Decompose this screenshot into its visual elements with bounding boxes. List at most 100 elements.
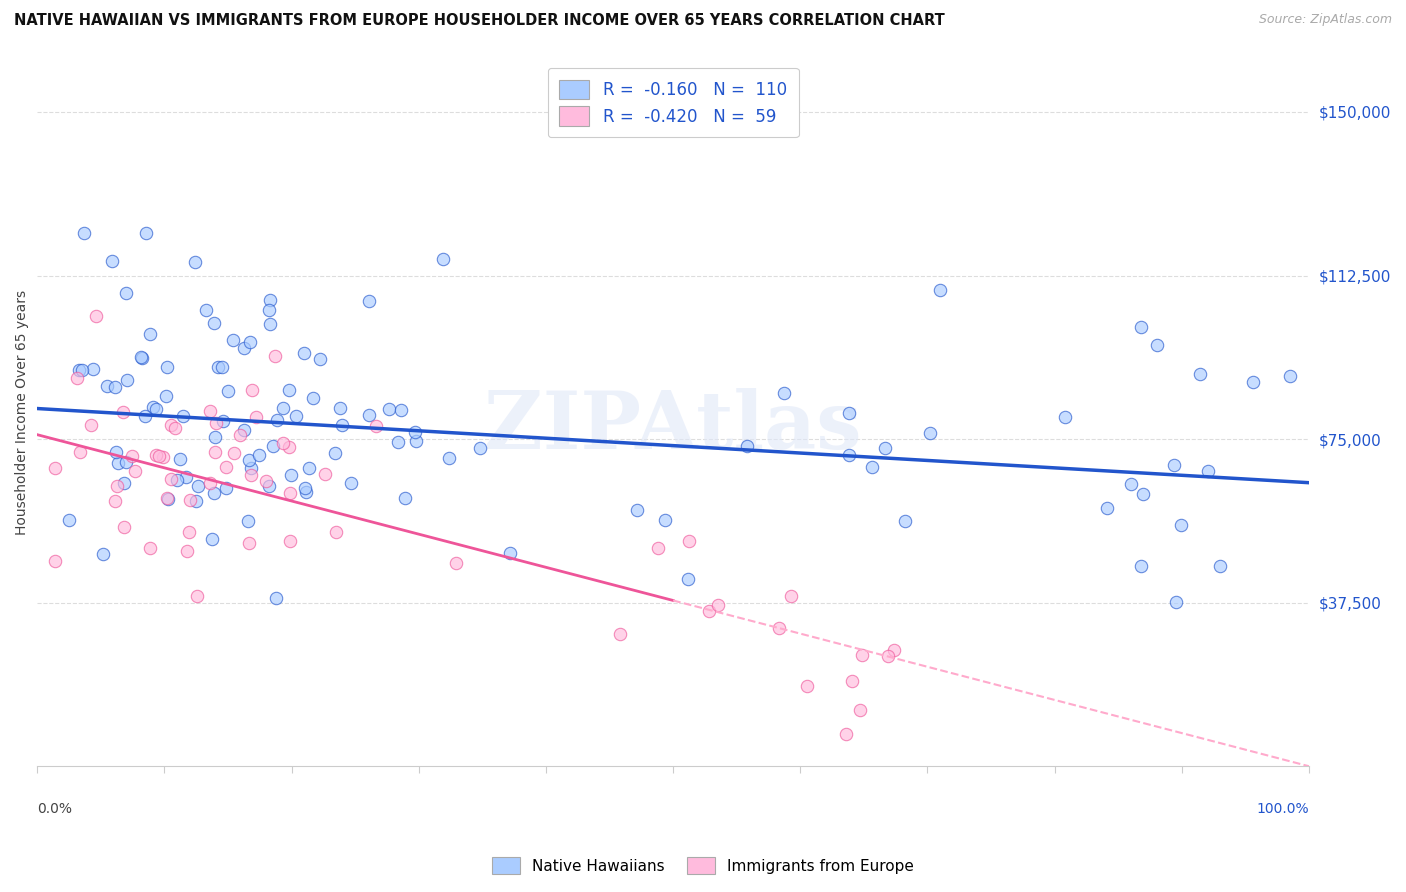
Point	[875, 442, 897, 456]
Point	[309, 352, 332, 367]
Point	[499, 546, 522, 560]
Point	[323, 445, 346, 459]
Point	[187, 479, 209, 493]
Point	[240, 383, 263, 397]
Point	[796, 679, 818, 693]
Point	[860, 459, 883, 474]
Point	[1241, 375, 1264, 389]
Point	[278, 383, 301, 397]
Point	[849, 703, 872, 717]
Point	[883, 642, 905, 657]
Point	[835, 727, 858, 741]
Point	[1146, 338, 1168, 352]
Y-axis label: Householder Income Over 65 years: Householder Income Over 65 years	[15, 291, 30, 535]
Legend: Native Hawaiians, Immigrants from Europe: Native Hawaiians, Immigrants from Europe	[486, 851, 920, 880]
Point	[112, 404, 135, 418]
Point	[91, 547, 114, 561]
Point	[294, 481, 316, 495]
Point	[121, 449, 143, 463]
Point	[124, 464, 146, 478]
Point	[204, 429, 226, 443]
Point	[157, 492, 180, 507]
Legend: R =  -0.160   N =  110, R =  -0.420   N =  59: R = -0.160 N = 110, R = -0.420 N = 59	[548, 68, 799, 137]
Point	[1119, 477, 1142, 491]
Point	[259, 293, 281, 307]
Point	[107, 456, 129, 470]
Text: NATIVE HAWAIIAN VS IMMIGRANTS FROM EUROPE HOUSEHOLDER INCOME OVER 65 YEARS CORRE: NATIVE HAWAIIAN VS IMMIGRANTS FROM EUROP…	[14, 13, 945, 29]
Text: 100.0%: 100.0%	[1257, 802, 1309, 815]
Point	[280, 533, 302, 548]
Point	[654, 513, 676, 527]
Point	[172, 409, 194, 423]
Point	[1053, 409, 1076, 424]
Point	[647, 541, 669, 555]
Point	[1279, 368, 1302, 383]
Point	[145, 448, 167, 462]
Point	[468, 441, 491, 455]
Point	[707, 598, 730, 612]
Point	[44, 554, 66, 568]
Point	[156, 491, 179, 505]
Point	[105, 478, 128, 492]
Point	[66, 371, 89, 385]
Point	[264, 349, 287, 363]
Point	[329, 401, 352, 415]
Point	[841, 673, 863, 688]
Point	[139, 541, 162, 556]
Point	[105, 445, 128, 459]
Point	[155, 389, 177, 403]
Point	[285, 409, 308, 423]
Point	[271, 401, 294, 415]
Point	[222, 334, 245, 348]
Point	[169, 451, 191, 466]
Point	[357, 409, 380, 423]
Point	[215, 460, 238, 475]
Point	[1129, 559, 1152, 574]
Point	[198, 403, 221, 417]
Point	[80, 417, 103, 432]
Point	[1197, 464, 1219, 478]
Point	[224, 446, 246, 460]
Point	[240, 468, 263, 483]
Point	[377, 401, 399, 416]
Point	[772, 386, 794, 401]
Point	[332, 417, 354, 432]
Point	[1188, 367, 1211, 381]
Point	[100, 254, 122, 268]
Point	[609, 627, 631, 641]
Point	[142, 401, 165, 415]
Point	[217, 384, 239, 399]
Point	[186, 589, 208, 603]
Point	[73, 226, 96, 240]
Point	[254, 474, 277, 488]
Point	[240, 460, 263, 475]
Point	[233, 423, 256, 437]
Point	[69, 445, 91, 459]
Point	[201, 532, 224, 546]
Point	[259, 318, 281, 332]
Point	[112, 476, 135, 491]
Point	[626, 503, 648, 517]
Point	[257, 479, 280, 493]
Point	[211, 360, 233, 375]
Point	[212, 414, 235, 428]
Point	[84, 310, 107, 324]
Point	[207, 360, 229, 375]
Point	[238, 453, 260, 467]
Point	[160, 417, 183, 432]
Point	[135, 227, 157, 241]
Text: Source: ZipAtlas.com: Source: ZipAtlas.com	[1258, 13, 1392, 27]
Point	[894, 514, 917, 528]
Point	[166, 473, 188, 487]
Point	[104, 493, 127, 508]
Point	[236, 515, 259, 529]
Point	[239, 335, 262, 350]
Point	[215, 481, 238, 495]
Point	[439, 451, 461, 466]
Point	[264, 591, 287, 606]
Point	[1132, 486, 1154, 500]
Point	[294, 346, 316, 360]
Point	[202, 316, 225, 330]
Point	[114, 454, 136, 468]
Point	[676, 572, 699, 586]
